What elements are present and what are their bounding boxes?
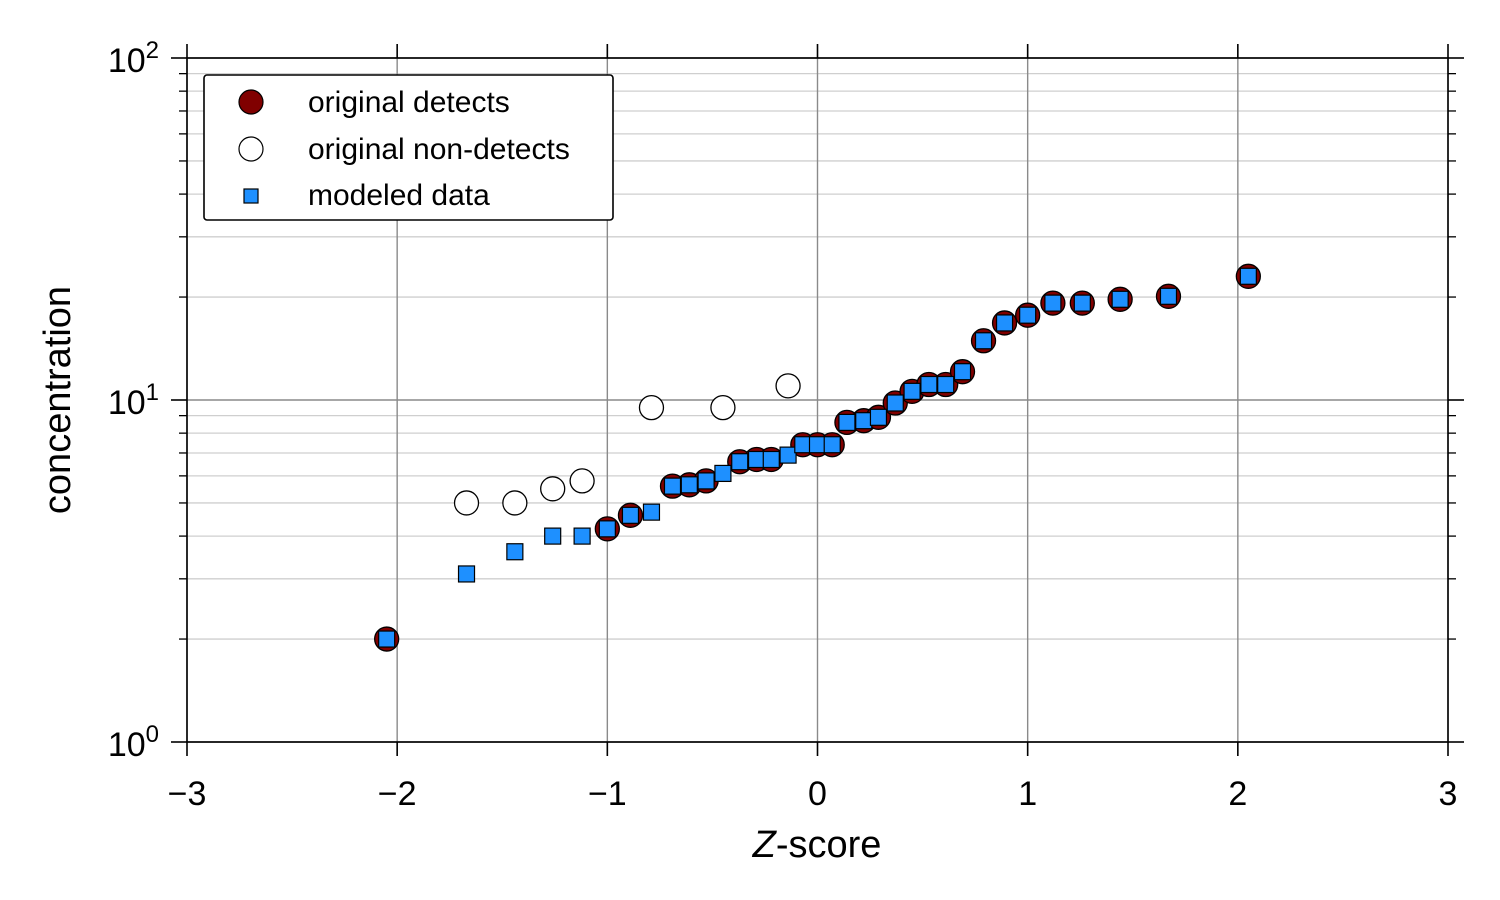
y-tick-labels: 100 101 102	[108, 37, 159, 764]
modeled-point	[869, 408, 888, 426]
legend-label-modeled: modeled data	[308, 179, 490, 212]
modeled-point	[794, 436, 812, 454]
modeled-point	[1111, 290, 1129, 308]
modeled-point	[779, 446, 797, 464]
modeled-point	[886, 394, 904, 412]
series-circle-open	[453, 373, 801, 516]
y-axis-label: concentration	[37, 286, 79, 514]
x-axis-label-rest: -score	[776, 824, 882, 866]
plot-frame	[186, 57, 1449, 743]
x-tick-label: 0	[808, 775, 827, 813]
nondetect-point	[775, 373, 801, 399]
nondetect-point	[569, 468, 595, 494]
x-tick-label: 1	[1018, 775, 1037, 813]
modeled-point	[937, 375, 955, 394]
nondetect-point	[710, 394, 736, 421]
modeled-point	[953, 363, 972, 381]
modeled-point	[762, 450, 780, 469]
modeled-point	[808, 436, 827, 454]
modeled-point	[506, 543, 524, 561]
modeled-point	[573, 527, 591, 545]
modeled-point	[920, 375, 938, 394]
modeled-point	[598, 520, 616, 538]
axis-ticks	[171, 44, 1464, 756]
x-tick-label: −3	[168, 775, 207, 813]
modeled-point	[855, 412, 873, 430]
nondetect-point	[453, 490, 480, 516]
legend-label-detects: original detects	[308, 86, 510, 119]
modeled-point	[697, 472, 715, 490]
nondetect-point	[502, 490, 528, 516]
modeled-point	[903, 382, 921, 400]
modeled-point	[823, 436, 841, 454]
modeled-point	[378, 630, 396, 648]
modeled-point	[663, 477, 682, 495]
modeled-point	[457, 565, 476, 583]
y-tick-label: 102	[108, 37, 159, 80]
nondetect-point	[638, 394, 665, 421]
modeled-point	[1159, 287, 1178, 305]
x-tick-label: 3	[1439, 775, 1458, 813]
x-axis-label-italic: Z	[752, 824, 778, 866]
x-tick-label: −2	[378, 775, 417, 813]
modeled-point	[642, 503, 661, 521]
legend-marker-modeled	[243, 188, 259, 204]
x-tick-label: 2	[1228, 775, 1247, 813]
y-tick-label: 100	[108, 721, 159, 764]
legend-box	[203, 74, 614, 221]
data-points	[374, 263, 1261, 652]
modeled-point	[1073, 294, 1091, 312]
y-tick-label: 101	[108, 379, 159, 422]
modeled-point	[731, 453, 749, 471]
modeled-point	[974, 332, 993, 350]
series-square	[378, 267, 1257, 648]
modeled-point	[838, 413, 856, 432]
x-tick-label: −1	[588, 775, 627, 813]
modeled-point	[680, 476, 698, 494]
modeled-point	[1019, 306, 1037, 324]
x-tick-labels: −3 −2 −1 0 1 2 3	[168, 775, 1458, 813]
legend: original detects original non-detects mo…	[203, 74, 614, 221]
modeled-point	[621, 506, 640, 524]
modeled-point	[1044, 294, 1062, 312]
modeled-point	[714, 464, 732, 483]
modeled-point	[1239, 267, 1257, 285]
legend-label-nondetects: original non-detects	[308, 133, 570, 166]
legend-marker-detects	[238, 89, 264, 115]
legend-marker-nondetects	[238, 136, 264, 162]
x-axis-label: Z-score	[752, 824, 882, 866]
modeled-point	[544, 527, 562, 545]
modeled-point	[995, 314, 1014, 332]
nondetect-point	[540, 476, 566, 502]
modeled-point	[747, 450, 766, 469]
